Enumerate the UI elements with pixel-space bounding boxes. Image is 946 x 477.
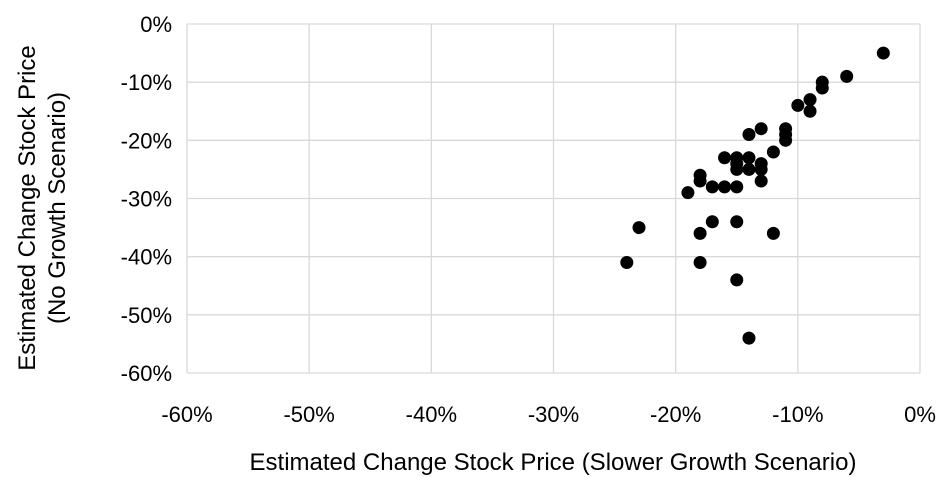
y-axis-title-line-2: (No Growth Scenario) [44,92,71,324]
y-tick-label: -60% [121,361,172,386]
x-tick-labels: -60% -50% -40% -30% -20% -10% 0% [161,402,936,427]
scatter-point [730,215,744,229]
scatter-point [742,162,756,176]
scatter-point [693,174,707,188]
x-tick-label: -60% [161,402,212,427]
x-tick-label: -50% [283,402,334,427]
x-tick-label: -30% [528,402,579,427]
scatter-point [705,215,719,229]
scatter-point [730,180,744,194]
y-tick-label: -20% [121,128,172,153]
scatter-point [730,162,744,176]
y-tick-label: 0% [140,12,172,37]
scatter-point [766,226,780,240]
scatter-point [693,255,707,269]
scatter-point [632,221,646,235]
scatter-point [754,174,768,188]
scatter-point [742,151,756,165]
scatter-point [766,145,780,159]
scatter-point [779,133,793,147]
y-tick-label: -10% [121,70,172,95]
scatter-point [815,81,829,95]
scatter-point [754,122,768,136]
grid-lines [186,23,921,374]
y-tick-label: -30% [121,187,172,212]
x-tick-label: 0% [904,402,936,427]
y-tick-label: -40% [121,245,172,270]
scatter-point [681,186,695,200]
scatter-point [718,151,732,165]
scatter-point [693,226,707,240]
scatter-point [742,331,756,345]
scatter-point [730,273,744,287]
y-tick-labels: 0% -10% -20% -30% -40% -50% -60% [121,12,172,386]
scatter-point [791,98,805,112]
scatter-point [754,162,768,176]
scatter-point [803,104,817,118]
x-tick-label: -20% [650,402,701,427]
x-axis-title: Estimated Change Stock Price (Slower Gro… [250,449,857,476]
scatter-point [742,128,756,142]
scatter-point [876,46,890,60]
data-points [620,46,890,345]
x-tick-label: -10% [772,402,823,427]
scatter-point [620,255,634,269]
scatter-point [718,180,732,194]
scatter-point [803,93,817,107]
y-tick-label: -50% [121,303,172,328]
scatter-point [705,180,719,194]
scatter-point [840,69,854,83]
x-tick-label: -40% [406,402,457,427]
y-axis-title-line-1: Estimated Change Stock Price [14,45,41,371]
